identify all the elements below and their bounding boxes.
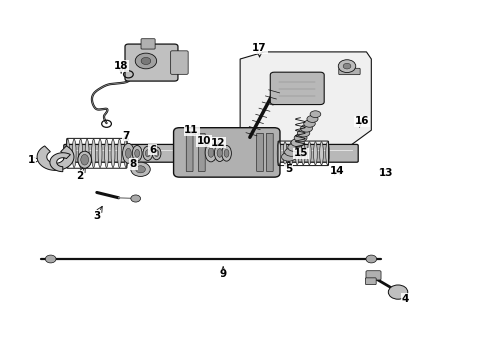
Ellipse shape	[125, 148, 131, 158]
FancyBboxPatch shape	[257, 134, 264, 171]
Circle shape	[131, 162, 150, 176]
FancyBboxPatch shape	[198, 134, 205, 171]
Text: 2: 2	[76, 171, 83, 181]
Text: 3: 3	[93, 211, 100, 221]
Text: 16: 16	[354, 116, 369, 126]
Ellipse shape	[224, 149, 229, 157]
Ellipse shape	[281, 153, 296, 161]
Ellipse shape	[215, 144, 225, 162]
FancyBboxPatch shape	[267, 134, 273, 171]
Ellipse shape	[319, 142, 323, 165]
Ellipse shape	[297, 129, 310, 137]
Ellipse shape	[118, 139, 122, 167]
Text: 4: 4	[402, 294, 409, 304]
Ellipse shape	[221, 145, 231, 161]
Text: 13: 13	[379, 168, 393, 178]
Ellipse shape	[111, 139, 115, 167]
Circle shape	[136, 166, 146, 173]
Ellipse shape	[208, 148, 214, 157]
Text: 11: 11	[184, 125, 199, 135]
Ellipse shape	[326, 142, 329, 165]
Ellipse shape	[79, 139, 83, 167]
Ellipse shape	[283, 142, 287, 165]
Ellipse shape	[217, 149, 222, 157]
Ellipse shape	[291, 139, 304, 147]
Circle shape	[141, 57, 151, 64]
FancyBboxPatch shape	[366, 278, 376, 285]
FancyBboxPatch shape	[366, 271, 381, 280]
Text: 7: 7	[122, 131, 130, 140]
Ellipse shape	[72, 139, 76, 167]
Ellipse shape	[92, 139, 96, 167]
FancyBboxPatch shape	[125, 44, 178, 81]
Text: 5: 5	[285, 164, 293, 174]
Circle shape	[366, 255, 377, 263]
Text: 14: 14	[330, 166, 344, 176]
Polygon shape	[240, 52, 371, 159]
Circle shape	[135, 53, 157, 69]
FancyBboxPatch shape	[64, 144, 358, 162]
Ellipse shape	[152, 147, 161, 160]
Text: 8: 8	[130, 159, 137, 169]
Text: 6: 6	[149, 145, 156, 155]
Ellipse shape	[294, 134, 307, 142]
Ellipse shape	[132, 145, 142, 161]
Circle shape	[388, 285, 408, 299]
Circle shape	[45, 255, 56, 263]
Ellipse shape	[307, 116, 318, 122]
FancyBboxPatch shape	[141, 39, 155, 49]
Ellipse shape	[146, 150, 150, 157]
Ellipse shape	[66, 139, 70, 167]
Text: 9: 9	[220, 269, 227, 279]
Polygon shape	[50, 153, 71, 172]
Ellipse shape	[104, 139, 108, 167]
Ellipse shape	[288, 143, 301, 152]
Ellipse shape	[289, 142, 293, 165]
Ellipse shape	[300, 125, 313, 132]
Ellipse shape	[308, 142, 311, 165]
Ellipse shape	[81, 154, 89, 165]
Ellipse shape	[124, 139, 128, 167]
Circle shape	[338, 60, 356, 72]
Ellipse shape	[301, 142, 305, 165]
FancyBboxPatch shape	[270, 72, 324, 104]
Text: 12: 12	[211, 138, 225, 148]
Ellipse shape	[285, 148, 299, 156]
FancyBboxPatch shape	[173, 128, 280, 177]
Text: 17: 17	[252, 43, 267, 53]
Ellipse shape	[143, 146, 153, 161]
Ellipse shape	[85, 139, 89, 167]
FancyBboxPatch shape	[339, 68, 360, 75]
Text: 15: 15	[294, 148, 308, 158]
Ellipse shape	[122, 143, 134, 163]
Ellipse shape	[98, 139, 102, 167]
Ellipse shape	[154, 150, 159, 157]
Polygon shape	[37, 146, 74, 170]
Ellipse shape	[295, 142, 299, 165]
Text: 10: 10	[196, 136, 211, 146]
Ellipse shape	[135, 149, 140, 157]
Text: 1: 1	[27, 156, 35, 166]
Circle shape	[131, 195, 141, 202]
FancyBboxPatch shape	[171, 51, 188, 74]
Ellipse shape	[277, 142, 281, 165]
Ellipse shape	[304, 120, 315, 127]
Text: 18: 18	[114, 61, 128, 71]
Ellipse shape	[78, 151, 92, 168]
FancyBboxPatch shape	[186, 134, 193, 171]
Ellipse shape	[310, 111, 321, 118]
Circle shape	[343, 63, 351, 69]
Ellipse shape	[314, 142, 317, 165]
Ellipse shape	[205, 143, 217, 162]
